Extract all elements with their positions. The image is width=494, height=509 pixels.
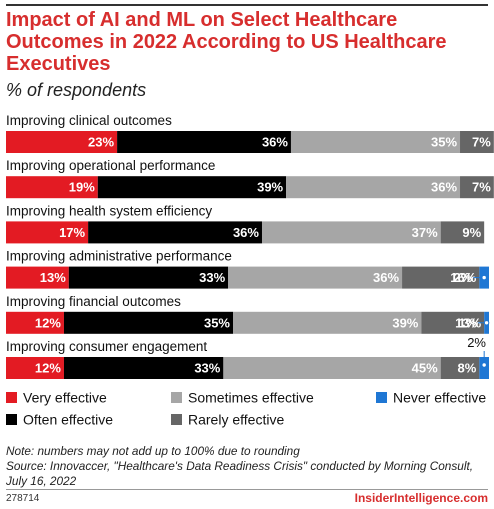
bar-often-effective-improving-health-system-efficiency [88, 221, 262, 244]
value-label-very-effective-improving-administrative-performance: 13% [40, 270, 66, 285]
bar-rarely-effective-improving-operational-performance [460, 176, 494, 199]
bar-often-effective-improving-administrative-performance [68, 266, 229, 289]
value-label-often-effective-improving-financial-outcomes: 35% [204, 315, 230, 330]
bar-often-effective-improving-clinical-outcomes [117, 131, 291, 153]
bar-sometimes-effective-improving-operational-performance [286, 176, 461, 199]
stacked-bar-chart: Improving clinical outcomes 23% 36% 35% 7% Im… [6, 113, 494, 428]
chart-subtitle: % of respondents [6, 80, 147, 100]
value-label-never-effective-improving-financial-outcomes: 1% [458, 315, 477, 330]
legend-swatch-rarely-effective [171, 414, 182, 425]
value-label-often-effective-improving-consumer-engagement: 33% [194, 361, 220, 376]
legend-label-very-effective: Very effective [23, 390, 107, 406]
bar-rarely-effective-improving-administrative-performance [402, 266, 480, 289]
chart-notes: Note: numbers may not add up to 100% due… [6, 444, 490, 489]
note-source: Source: Innovaccer, "Healthcare's Data R… [6, 459, 474, 473]
bar-sometimes-effective-improving-financial-outcomes [233, 311, 422, 334]
note-rounding: Note: numbers may not add up to 100% due… [6, 444, 300, 458]
legend-swatch-often-effective [6, 414, 17, 425]
value-label-very-effective-improving-clinical-outcomes: 23% [88, 135, 114, 150]
note-source-date: July 16, 2022 [6, 474, 77, 488]
chart-id: 278714 [6, 493, 40, 504]
legend-label-rarely-effective: Rarely effective [188, 412, 284, 428]
value-label-rarely-effective-improving-clinical-outcomes: 7% [472, 135, 491, 150]
bar-often-effective-improving-consumer-engagement [63, 357, 224, 379]
bottom-rule [6, 489, 488, 490]
bar-very-effective-improving-consumer-engagement [6, 357, 64, 379]
chart-title: Impact of AI and ML on Select Healthcare… [6, 9, 447, 75]
bar-rarely-effective-improving-health-system-efficiency [440, 221, 485, 244]
category-label-improving-consumer-engagement: Improving consumer engagement [6, 339, 207, 354]
bar-never-effective-improving-consumer-engagement [479, 357, 489, 379]
bar-often-effective-improving-operational-performance [97, 176, 287, 199]
top-rule [6, 4, 488, 6]
value-label-very-effective-improving-health-system-efficiency: 17% [59, 225, 85, 240]
bar-very-effective-improving-operational-performance [6, 176, 98, 199]
value-label-never-effective-improving-administrative-performance: 2% [454, 270, 473, 285]
bar-very-effective-improving-health-system-efficiency [6, 221, 89, 244]
value-label-often-effective-improving-administrative-performance: 33% [199, 270, 225, 285]
value-label-sometimes-effective-improving-clinical-outcomes: 35% [431, 135, 457, 150]
bar-rarely-effective-improving-financial-outcomes [421, 311, 485, 334]
legend-label-sometimes-effective: Sometimes effective [188, 390, 314, 406]
value-label-often-effective-improving-operational-performance: 39% [257, 180, 283, 195]
value-label-sometimes-effective-improving-administrative-performance: 36% [373, 270, 399, 285]
value-label-rarely-effective-improving-administrative-performance: 16% [450, 270, 476, 285]
category-label-improving-financial-outcomes: Improving financial outcomes [6, 294, 181, 309]
value-label-often-effective-improving-health-system-efficiency: 36% [233, 225, 259, 240]
value-label-rarely-effective-improving-financial-outcomes: 13% [455, 315, 481, 330]
bar-often-effective-improving-financial-outcomes [63, 311, 234, 334]
category-label-improving-administrative-performance: Improving administrative performance [6, 249, 232, 264]
legend-swatch-very-effective [6, 392, 17, 403]
category-label-improving-health-system-efficiency: Improving health system efficiency [6, 203, 212, 218]
value-label-often-effective-improving-clinical-outcomes: 36% [262, 135, 288, 150]
brand-link[interactable]: InsiderIntelligence.com [354, 491, 488, 505]
bar-sometimes-effective-improving-clinical-outcomes [290, 131, 461, 153]
bar-sometimes-effective-improving-health-system-efficiency [261, 221, 441, 244]
value-label-very-effective-improving-consumer-engagement: 12% [35, 361, 61, 376]
value-label-rarely-effective-improving-operational-performance: 7% [472, 180, 491, 195]
callout-dot-never-improving-administrative-performance [481, 274, 487, 281]
bar-sometimes-effective-improving-consumer-engagement [223, 357, 441, 379]
bar-rarely-effective-improving-consumer-engagement [440, 357, 480, 379]
value-label-sometimes-effective-improving-operational-performance: 36% [431, 180, 457, 195]
value-label-very-effective-improving-operational-performance: 19% [69, 180, 95, 195]
value-label-sometimes-effective-improving-financial-outcomes: 39% [392, 315, 418, 330]
value-label-never-effective-improving-consumer-engagement: 2% [467, 335, 486, 350]
bar-sometimes-effective-improving-administrative-performance [228, 266, 403, 289]
legend-swatch-sometimes-effective [171, 392, 182, 403]
callout-dot-never-improving-financial-outcomes [483, 320, 490, 326]
bar-rarely-effective-improving-clinical-outcomes [460, 131, 494, 153]
callout-dot-never-improving-consumer-engagement [481, 362, 487, 368]
bar-very-effective-improving-clinical-outcomes [6, 131, 118, 153]
bar-very-effective-improving-financial-outcomes [6, 311, 64, 334]
category-label-improving-operational-performance: Improving operational performance [6, 158, 215, 173]
value-label-very-effective-improving-financial-outcomes: 12% [35, 315, 61, 330]
legend-swatch-never-effective [376, 392, 387, 403]
value-label-sometimes-effective-improving-health-system-efficiency: 37% [412, 225, 438, 240]
legend-label-often-effective: Often effective [23, 412, 113, 428]
legend-label-never-effective: Never effective [393, 390, 486, 406]
bar-very-effective-improving-administrative-performance [6, 266, 69, 289]
value-label-sometimes-effective-improving-consumer-engagement: 45% [412, 361, 438, 376]
value-label-rarely-effective-improving-health-system-efficiency: 9% [462, 225, 481, 240]
category-label-improving-clinical-outcomes: Improving clinical outcomes [6, 113, 172, 128]
value-label-rarely-effective-improving-consumer-engagement: 8% [458, 361, 477, 376]
